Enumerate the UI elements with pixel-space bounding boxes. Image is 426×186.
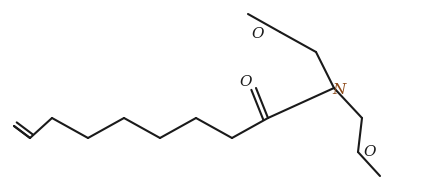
Text: O: O <box>252 27 264 41</box>
Text: O: O <box>364 145 376 159</box>
Text: N: N <box>332 83 345 97</box>
Text: O: O <box>240 75 252 89</box>
